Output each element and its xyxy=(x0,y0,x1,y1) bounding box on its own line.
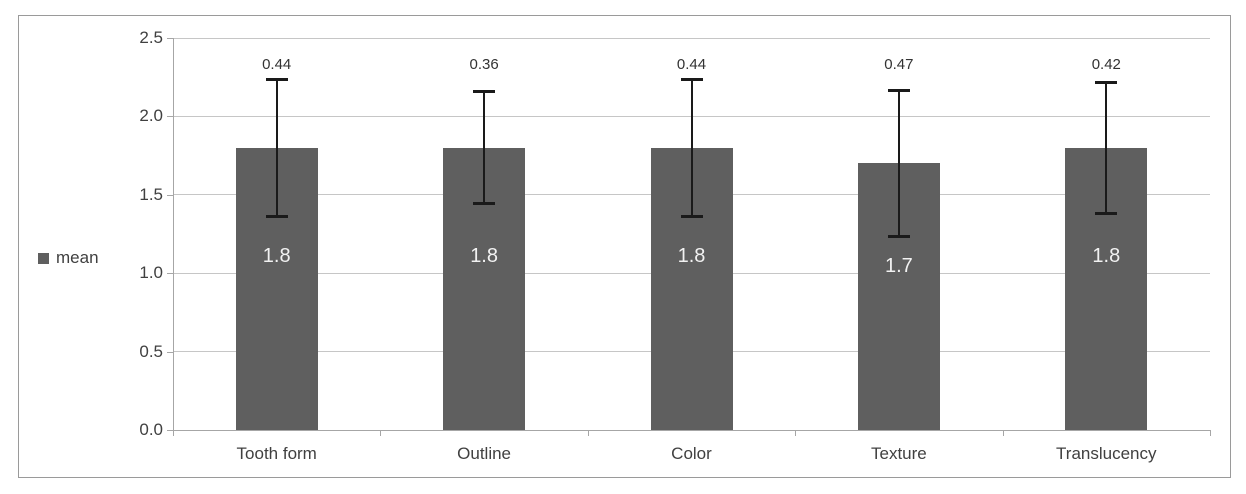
error-bar-stem xyxy=(1105,81,1108,214)
y-axis-tick xyxy=(167,116,173,118)
bar-value-label: 1.8 xyxy=(1092,245,1121,268)
y-axis-tick xyxy=(167,351,173,353)
error-bar-cap-top xyxy=(887,88,910,92)
error-value-label: 0.44 xyxy=(676,56,707,73)
bar-value-label: 1.8 xyxy=(677,245,706,268)
error-bar-cap-top xyxy=(473,90,496,94)
legend-swatch xyxy=(38,252,49,264)
y-axis-tick-label: 0.5 xyxy=(139,341,163,361)
x-axis-category-label: Color xyxy=(671,444,712,463)
error-bar-cap-bottom xyxy=(887,235,910,239)
x-axis-tick xyxy=(380,430,382,436)
y-axis-line xyxy=(173,38,174,436)
legend: mean xyxy=(38,248,99,268)
y-axis-tick xyxy=(167,430,173,431)
error-bar-cap-bottom xyxy=(473,202,496,206)
error-bar-stem xyxy=(483,91,486,205)
x-axis-tick xyxy=(1002,430,1004,436)
gridline xyxy=(173,37,1210,39)
legend-label: mean xyxy=(56,248,99,267)
error-bar-cap-top xyxy=(680,77,703,81)
x-axis-category-label: Tooth form xyxy=(236,444,317,463)
error-bar-cap-top xyxy=(265,77,288,81)
y-axis-tick xyxy=(167,38,173,39)
error-bar-stem xyxy=(897,89,900,238)
x-axis-tick xyxy=(173,430,174,436)
y-axis-tick-label: 1.0 xyxy=(139,263,163,283)
error-value-label: 0.44 xyxy=(262,56,292,73)
x-axis-tick xyxy=(587,430,589,436)
x-axis-category-label: Translucency xyxy=(1056,444,1157,463)
bar-value-label: 1.7 xyxy=(884,255,913,278)
error-bar-cap-bottom xyxy=(1095,211,1118,215)
error-value-label: 0.47 xyxy=(884,56,914,73)
error-value-label: 0.36 xyxy=(469,56,499,73)
y-axis-tick xyxy=(167,194,173,196)
bar-value-label: 1.8 xyxy=(262,245,291,268)
error-bar-cap-top xyxy=(1095,80,1118,84)
x-axis-category-label: Texture xyxy=(871,444,927,463)
x-axis-tick xyxy=(1210,430,1211,436)
y-axis-tick xyxy=(167,273,173,275)
bar-value-label: 1.8 xyxy=(470,245,498,268)
x-axis-line xyxy=(173,429,1210,431)
error-bar-stem xyxy=(275,78,278,217)
x-axis-category-label: Outline xyxy=(457,444,512,463)
error-value-label: 0.42 xyxy=(1091,56,1121,73)
error-bar-cap-bottom xyxy=(680,214,703,218)
x-axis-tick xyxy=(795,430,797,436)
y-axis-tick-label: 1.5 xyxy=(139,184,163,204)
y-axis-tick-label: 2.5 xyxy=(139,28,163,47)
y-axis-tick-label: 0.0 xyxy=(139,420,163,439)
y-axis-tick-label: 2.0 xyxy=(139,106,163,126)
error-bar-cap-bottom xyxy=(265,214,288,218)
chart-outer-frame xyxy=(18,15,1231,478)
error-bar-stem xyxy=(690,78,693,217)
